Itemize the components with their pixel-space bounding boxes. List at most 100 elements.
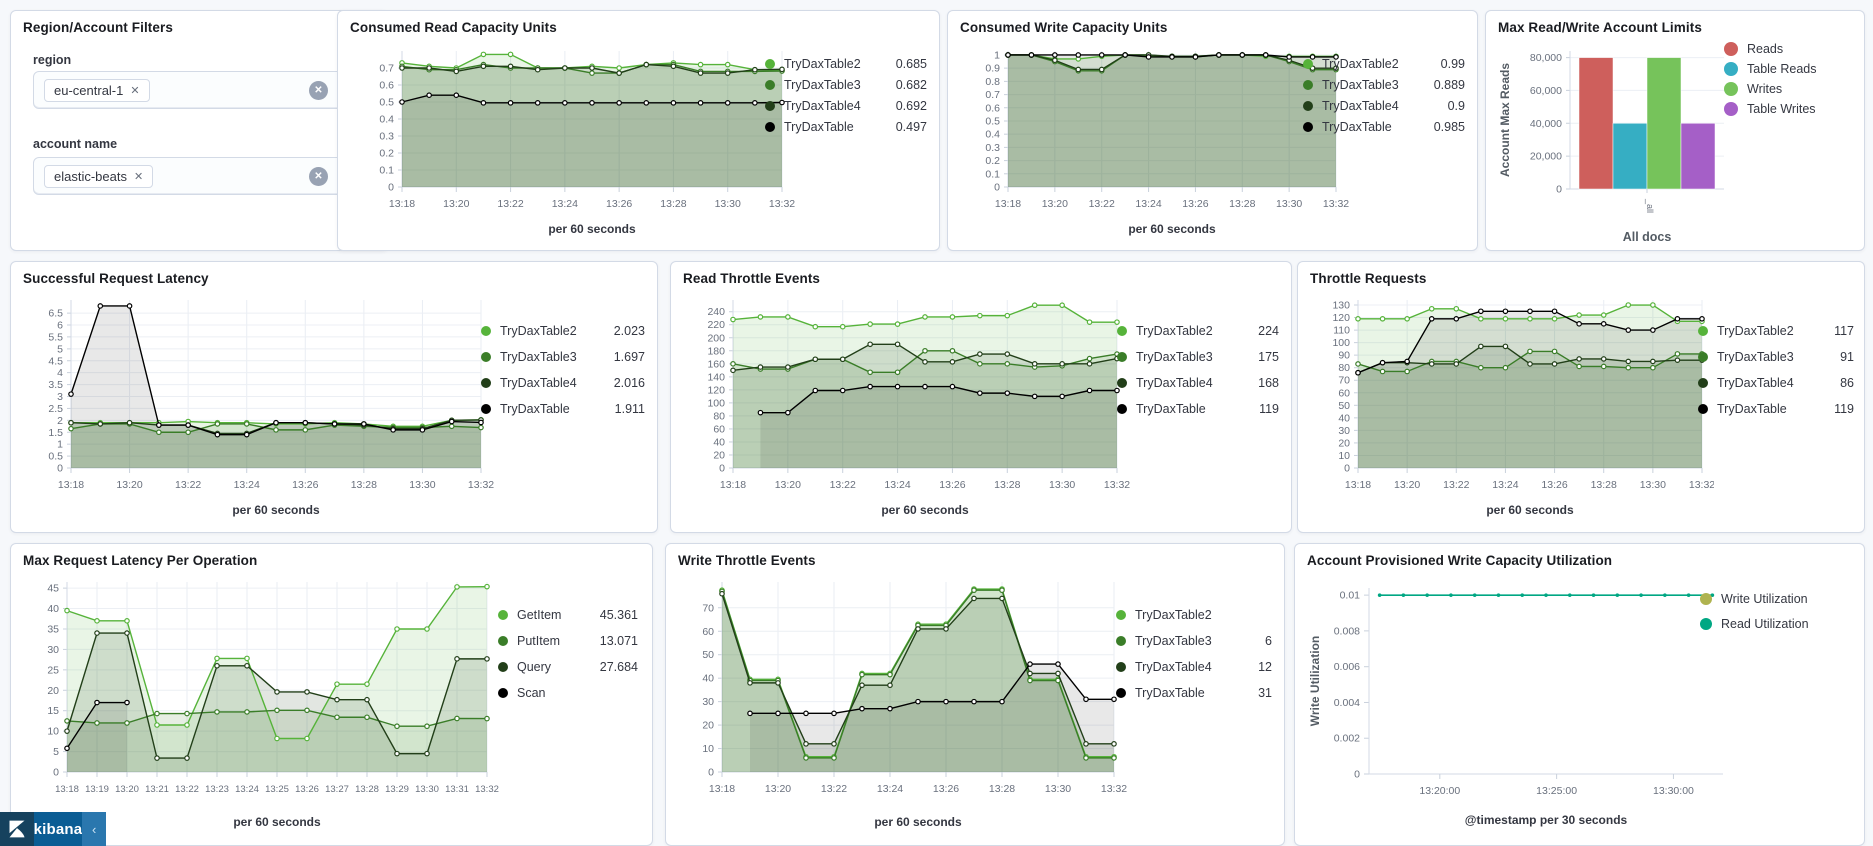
legend-item-trydaxtable4[interactable]: TryDaxTable4 0.9: [1303, 95, 1465, 116]
panel-title: Account Provisioned Write Capacity Utili…: [1307, 553, 1613, 568]
account-name-field-label: account name: [33, 137, 118, 151]
remove-region-value-icon[interactable]: ✕: [130, 84, 140, 97]
svg-text:13:26: 13:26: [606, 198, 632, 210]
legend-swatch-icon: [1724, 42, 1738, 56]
legend-item-trydaxtable4[interactable]: TryDaxTable4 86: [1698, 370, 1854, 396]
svg-text:13:28: 13:28: [994, 479, 1020, 491]
legend-item-trydaxtable2[interactable]: TryDaxTable2 0.99: [1303, 53, 1465, 74]
svg-text:13:24: 13:24: [552, 198, 578, 210]
legend-item-trydaxtable2[interactable]: TryDaxTable2: [1116, 602, 1272, 628]
svg-text:per 60 seconds: per 60 seconds: [232, 503, 320, 517]
write-capacity-utilization-chart[interactable]: 0 0.002 0.004 0.006 0.008 0.01 13:20:00 13:25:0…: [1305, 570, 1735, 830]
svg-text:13:26: 13:26: [1541, 479, 1567, 491]
region-combobox[interactable]: eu-central-1 ✕ ✕: [33, 71, 365, 109]
legend-item-writes[interactable]: Writes: [1724, 79, 1846, 99]
panel-write-throttle-events: Write Throttle Events 0 10 20 30 40 50 60 70 13:…: [665, 543, 1285, 846]
legend-item-table-writes[interactable]: Table Writes: [1724, 99, 1846, 119]
legend-item-trydaxtable[interactable]: TryDaxTable 31: [1116, 680, 1272, 706]
legend-item-trydaxtable2[interactable]: TryDaxTable2 224: [1117, 318, 1279, 344]
legend-last-value: 2.016: [613, 376, 645, 390]
legend-item-query[interactable]: Query 27.684: [498, 654, 638, 680]
legend-item-getitem[interactable]: GetItem 45.361: [498, 602, 638, 628]
svg-text:10: 10: [47, 726, 59, 738]
account-name-combobox[interactable]: elastic-beats ✕ ✕: [33, 157, 365, 195]
legend-item-trydaxtable3[interactable]: TryDaxTable3 0.889: [1303, 74, 1465, 95]
svg-text:13:22: 13:22: [175, 784, 199, 795]
legend-item-trydaxtable[interactable]: TryDaxTable 0.497: [765, 116, 927, 137]
svg-text:13:22: 13:22: [175, 479, 201, 491]
svg-text:per 60 seconds: per 60 seconds: [548, 222, 636, 236]
legend-item-scan[interactable]: Scan: [498, 680, 638, 706]
clear-region-button[interactable]: ✕: [309, 80, 328, 100]
legend-item-trydaxtable4[interactable]: TryDaxTable4 12: [1116, 654, 1272, 680]
legend-item-trydaxtable3[interactable]: TryDaxTable3 1.697: [481, 344, 645, 370]
consumed-write-chart[interactable]: 0 0.10.20.30.4 0.50.60.70.80.9 1 13:18 13:20 1…: [958, 37, 1350, 239]
svg-text:13:30: 13:30: [1276, 198, 1302, 210]
svg-text:0.5: 0.5: [48, 451, 63, 463]
legend-item-table-reads[interactable]: Table Reads: [1724, 59, 1846, 79]
legend-swatch-icon: [1698, 352, 1708, 362]
svg-text:3: 3: [57, 391, 63, 403]
legend-last-value: 224: [1258, 324, 1279, 338]
legend-last-value: 117: [1834, 324, 1854, 338]
write-throttle-events-chart[interactable]: 0 10 20 30 40 50 60 70 13:18 13:20 13:22 13:24 13:26…: [676, 570, 1128, 832]
panel-successful-request-latency: Successful Request Latency 0 0.5 1 1.5 2 2.5 3…: [10, 261, 658, 533]
svg-text:50: 50: [1338, 400, 1350, 412]
svg-text:Account Max Reads: Account Max Reads: [1498, 63, 1512, 177]
svg-text:per 60 seconds: per 60 seconds: [1486, 503, 1574, 517]
region-selected-pill[interactable]: eu-central-1 ✕: [44, 78, 150, 102]
clear-account-button[interactable]: ✕: [309, 166, 328, 186]
svg-text:140: 140: [707, 371, 725, 383]
max-request-latency-chart[interactable]: 0 5 10 15 20 25 30 35 40 45 13:18 13:19 13:20 13:21 13…: [21, 570, 503, 832]
legend-item-trydaxtable[interactable]: TryDaxTable 119: [1117, 396, 1279, 422]
legend-item-trydaxtable3[interactable]: TryDaxTable3 91: [1698, 344, 1854, 370]
successful-request-latency-chart[interactable]: 00.511.522.533.544.555.566.5 13:18 13:20 13…: [21, 288, 495, 520]
consumed-read-chart[interactable]: 0 0.1 0.2 0.3 0.4 0.5 0.6 0.7 13:18 13:20 13:22 13:…: [348, 37, 796, 239]
panel-region-account-filters: Region/Account Filters region eu-central…: [10, 10, 388, 251]
legend-item-trydaxtable4[interactable]: TryDaxTable4 168: [1117, 370, 1279, 396]
panel-max-read-write-account-limits: Max Read/Write Account Limits 0 20,000 40,…: [1485, 10, 1865, 251]
legend-item-trydaxtable4[interactable]: TryDaxTable4 2.016: [481, 370, 645, 396]
panel-account-provisioned-write-capacity-utilization: Account Provisioned Write Capacity Utili…: [1294, 543, 1865, 846]
legend-item-trydaxtable2[interactable]: TryDaxTable2 117: [1698, 318, 1854, 344]
legend-item-trydaxtable3[interactable]: TryDaxTable3 0.682: [765, 74, 927, 95]
svg-text:90: 90: [1338, 350, 1350, 362]
svg-text:60: 60: [702, 626, 714, 638]
svg-text:13:26: 13:26: [292, 479, 318, 491]
account-selected-pill[interactable]: elastic-beats ✕: [44, 164, 154, 188]
svg-text:1.5: 1.5: [48, 427, 63, 439]
legend-item-reads[interactable]: Reads: [1724, 39, 1846, 59]
legend-item-trydaxtable3[interactable]: TryDaxTable3 6: [1116, 628, 1272, 654]
account-limits-bar-chart[interactable]: 0 20,000 40,000 60,000 80,000 _all All docs Acc…: [1496, 37, 1730, 251]
legend-item-trydaxtable[interactable]: TryDaxTable 119: [1698, 396, 1854, 422]
svg-text:13:18: 13:18: [55, 784, 79, 795]
legend-item-trydaxtable2[interactable]: TryDaxTable2 2.023: [481, 318, 645, 344]
remove-account-value-icon[interactable]: ✕: [133, 170, 144, 183]
legend-item-trydaxtable2[interactable]: TryDaxTable2 0.685: [765, 53, 927, 74]
collapse-nav-icon[interactable]: ‹: [82, 812, 106, 846]
legend-swatch-icon: [498, 636, 508, 646]
kibana-logo-icon[interactable]: [0, 812, 34, 846]
legend-swatch-icon: [1724, 82, 1738, 96]
legend-item-putitem[interactable]: PutItem 13.071: [498, 628, 638, 654]
chart-legend: TryDaxTable2 0.99 TryDaxTable3 0.889 TryDaxT…: [1303, 53, 1465, 137]
legend-last-value: 168: [1258, 376, 1279, 390]
svg-text:13:30: 13:30: [409, 479, 435, 491]
svg-text:13:21: 13:21: [145, 784, 169, 795]
svg-text:13:20: 13:20: [443, 198, 469, 210]
legend-item-trydaxtable[interactable]: TryDaxTable 1.911: [481, 396, 645, 422]
svg-text:80: 80: [713, 410, 725, 422]
svg-text:13:24: 13:24: [234, 479, 260, 491]
svg-text:0.004: 0.004: [1334, 697, 1360, 709]
legend-item-read-utilization[interactable]: Read Utilization: [1700, 611, 1850, 636]
panel-max-request-latency-per-operation: Max Request Latency Per Operation 0 5 10 15…: [10, 543, 653, 846]
svg-text:13:30: 13:30: [1045, 783, 1071, 795]
legend-item-trydaxtable[interactable]: TryDaxTable 0.985: [1303, 116, 1465, 137]
legend-swatch-icon: [498, 688, 508, 698]
legend-item-write-utilization[interactable]: Write Utilization: [1700, 586, 1850, 611]
svg-text:20,000: 20,000: [1530, 151, 1562, 163]
legend-item-trydaxtable4[interactable]: TryDaxTable4 0.692: [765, 95, 927, 116]
legend-item-trydaxtable3[interactable]: TryDaxTable3 175: [1117, 344, 1279, 370]
